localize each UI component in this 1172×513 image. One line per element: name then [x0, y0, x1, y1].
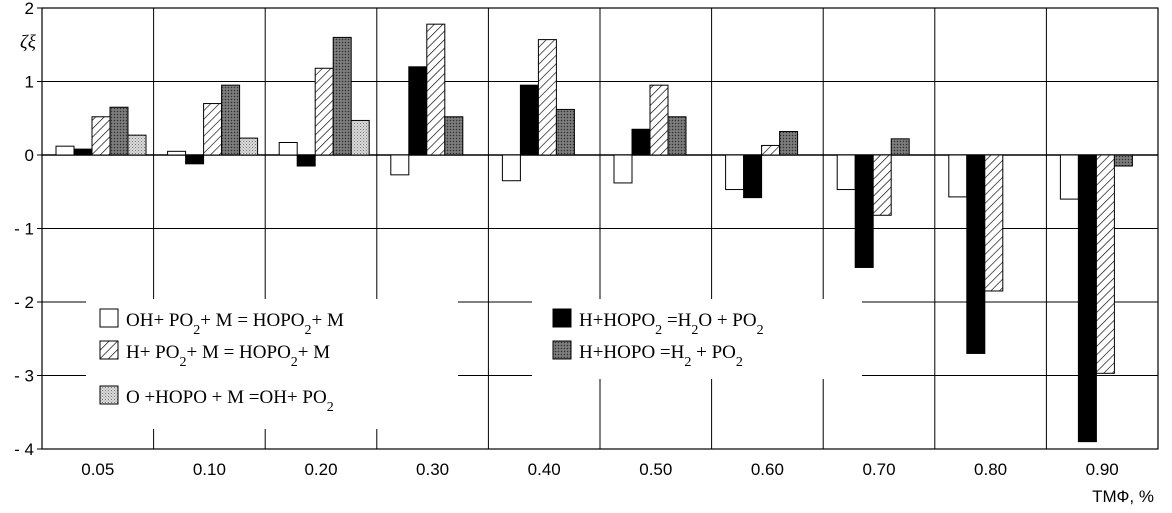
axes: 2 1 0 - 1 - 2 - 3 - 4 0.05 0.10 0.20 0.30 0.40 0.50 0…	[14, 0, 1159, 506]
bar	[948, 154, 968, 198]
bar	[631, 128, 651, 156]
x-tick-label: 0.60	[751, 460, 784, 479]
legend-background	[86, 299, 458, 343]
bar	[725, 154, 745, 191]
legend-swatch	[99, 340, 119, 360]
legend-background	[532, 299, 862, 379]
bar	[408, 66, 428, 156]
bar	[73, 148, 93, 156]
y-tick-label: - 3	[14, 367, 34, 386]
bar	[426, 23, 446, 156]
legend-label: H+HOPO2 =H2O + PO2	[579, 310, 764, 338]
bar	[314, 67, 334, 156]
x-tick-label: 0.40	[528, 460, 561, 479]
y-tick-label: 1	[25, 73, 34, 92]
bar	[890, 138, 910, 156]
x-tick-label: 0.80	[974, 460, 1007, 479]
x-tick-label: 0.70	[862, 460, 895, 479]
legend-label: OH+ PO2+ M = HOPO2+ M	[126, 310, 344, 338]
legend-swatch	[99, 308, 119, 328]
bar	[221, 84, 241, 156]
y-tick-label: 2	[25, 0, 34, 18]
bar	[1095, 154, 1115, 374]
bar	[55, 145, 75, 156]
x-tick-label: 0.10	[193, 460, 226, 479]
bar	[966, 154, 986, 354]
y-tick-label: 0	[25, 146, 34, 165]
bar	[1113, 154, 1133, 167]
y-tick-label: - 1	[14, 220, 34, 239]
bar	[667, 116, 687, 156]
bar	[1059, 154, 1079, 200]
bar	[127, 134, 147, 156]
legend-label: O +HOPO + M =OH+ PO2	[126, 387, 334, 415]
x-tick-label: 0.30	[416, 460, 449, 479]
legend-swatch	[99, 385, 119, 405]
y-axis-label: ζξ	[20, 32, 37, 53]
legend-background	[86, 343, 458, 375]
bar	[390, 154, 410, 176]
bars	[55, 23, 1133, 443]
bar	[984, 154, 1004, 292]
legend: OH+ PO2+ M = HOPO2+ M H+HOPO2 =H2O + PO2 H…	[86, 299, 862, 429]
bar	[109, 106, 129, 156]
bar	[649, 84, 669, 156]
x-tick-label: 0.90	[1086, 460, 1119, 479]
legend-swatch	[552, 308, 572, 328]
bar	[278, 142, 298, 156]
bar	[779, 130, 799, 156]
bar	[854, 154, 874, 268]
bar	[350, 119, 370, 156]
x-axis-label: ТМФ, %	[1092, 487, 1154, 506]
bar	[239, 137, 259, 156]
legend-label: H+ PO2+ M = HOPO2+ M	[126, 342, 330, 370]
bar	[836, 154, 856, 191]
bar	[613, 154, 633, 184]
bar	[872, 154, 892, 216]
bar	[332, 36, 352, 156]
bar	[743, 154, 763, 199]
plot-frame	[41, 7, 1159, 450]
bar	[519, 84, 539, 156]
bar	[1077, 154, 1097, 443]
bar	[203, 103, 223, 156]
bar	[167, 150, 187, 156]
legend-swatch	[552, 340, 572, 360]
x-tick-label: 0.20	[304, 460, 337, 479]
x-tick-label: 0.50	[639, 460, 672, 479]
bar	[537, 39, 557, 156]
bar	[444, 116, 464, 156]
y-tick-label: - 2	[14, 293, 34, 312]
y-tick-label: - 4	[14, 440, 34, 459]
bar	[91, 116, 111, 156]
bar	[761, 144, 781, 156]
bar	[296, 154, 316, 167]
legend-background	[86, 375, 458, 429]
legend-label: H+HOPO =H2 + PO2	[579, 342, 743, 370]
bar	[185, 154, 205, 165]
bar	[555, 108, 575, 156]
x-tick-label: 0.05	[81, 460, 114, 479]
bar	[501, 154, 521, 182]
